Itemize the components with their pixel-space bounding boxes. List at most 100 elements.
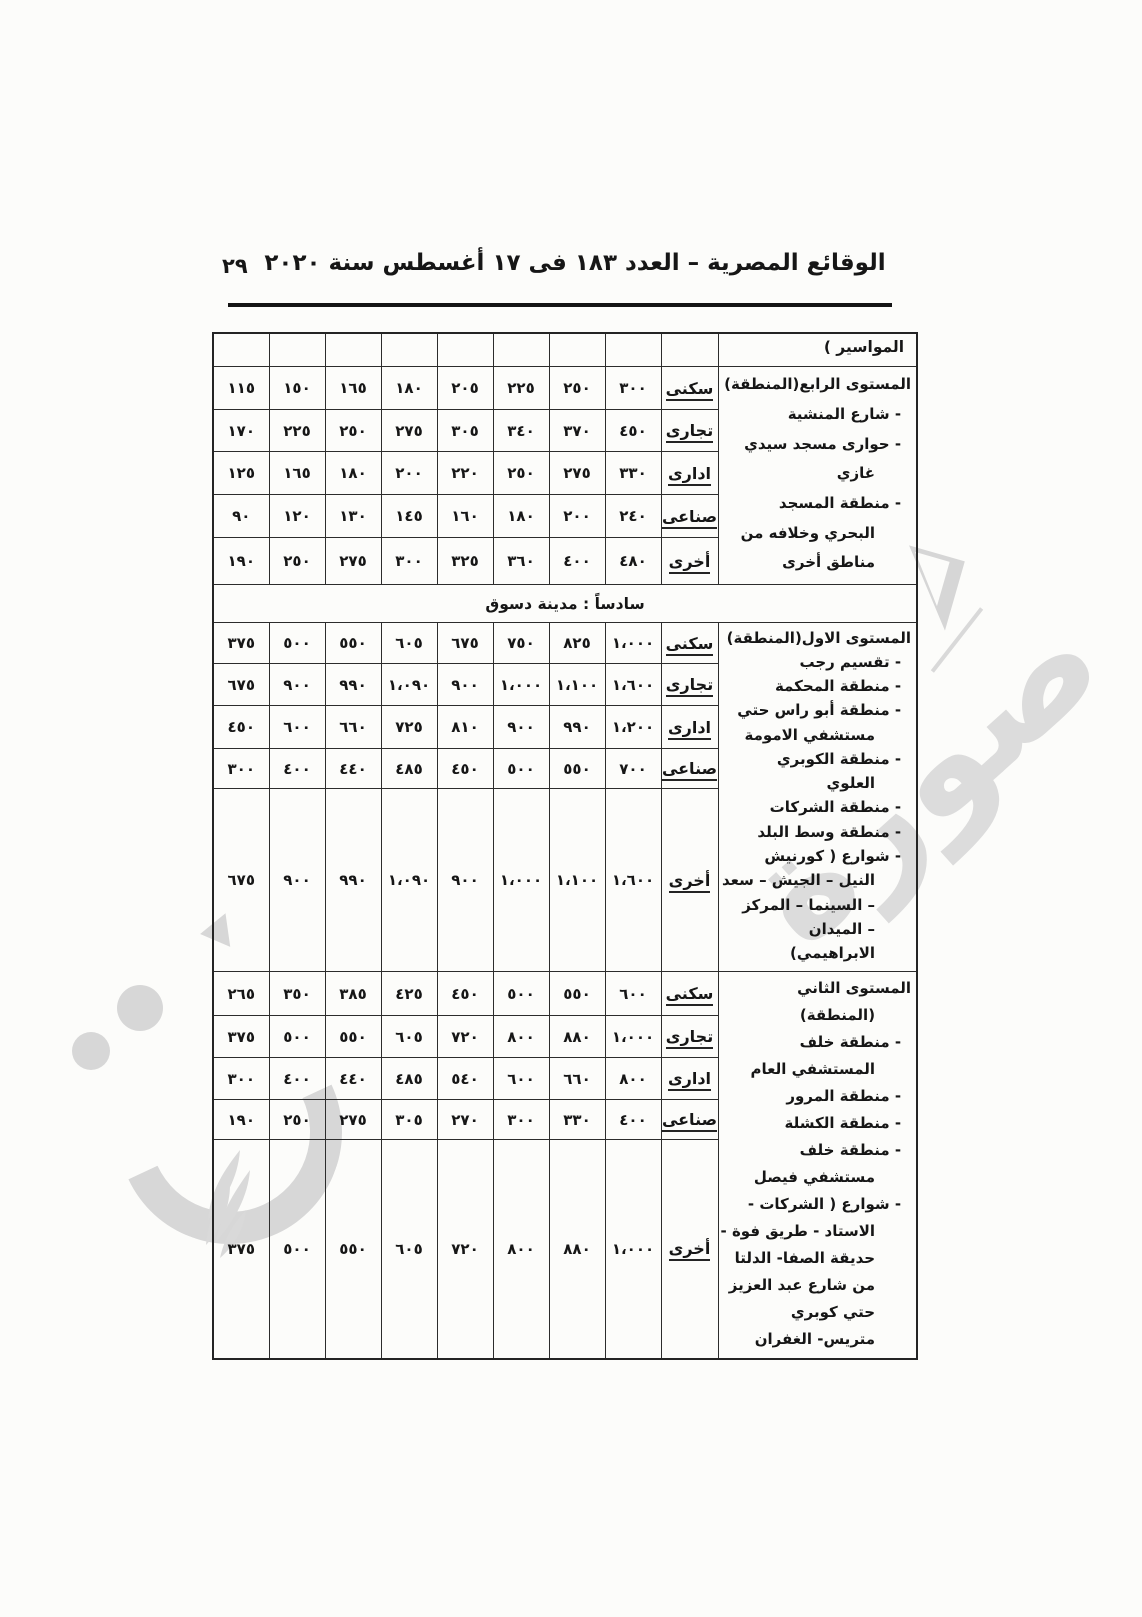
value-cell (380, 332, 438, 367)
category-label: صناعى (661, 1110, 718, 1132)
value-cell: ١،٦٠٠ (604, 663, 662, 706)
value-cell: ١٩٠ (212, 1099, 270, 1140)
area-line: مستشفي الامومة (744, 725, 876, 744)
value-cell: ٢٥٠ (268, 1099, 326, 1140)
value-cell: ١١٥ (212, 366, 270, 410)
value-cell: ١،٠٠٠ (604, 1139, 662, 1359)
area-line: حتي كوبري (790, 1302, 876, 1321)
category-label: صناعى (661, 759, 718, 781)
area-line: من شارع عبد العزيز (728, 1275, 876, 1294)
value-cell: ٧٠٠ (604, 748, 662, 789)
value-cell: ١،٠٠٠ (492, 788, 550, 972)
value-cell: ٩٩٠ (324, 663, 382, 706)
table-row: صناعى ٢٤٠ ٢٠٠ ١٨٠ ١٦٠ ١٤٥ ١٣٠ ١٢٠ ٩٠ (212, 494, 917, 538)
category-cell: صناعى (660, 1099, 719, 1140)
value-cell: ٤٨٥ (380, 1057, 438, 1100)
value-cell: ٦٧٥ (212, 788, 270, 972)
table-row: أخرى ٤٨٠ ٤٠٠ ٣٦٠ ٣٢٥ ٣٠٠ ٢٧٥ ٢٥٠ ١٩٠ (212, 537, 917, 585)
value-cell: ٥٠٠ (492, 748, 550, 789)
carryover-cell: المواسير ) (717, 332, 918, 367)
value-cell: ٥٥٠ (324, 1015, 382, 1058)
value-cell (604, 332, 662, 367)
value-cell: ٤٥٠ (436, 748, 494, 789)
value-cell (324, 332, 382, 367)
value-cell: ١،٠٩٠ (380, 663, 438, 706)
watermark-dot-icon (117, 985, 163, 1031)
category-cell: ادارى (660, 451, 719, 495)
value-cell: ١٧٠ (212, 409, 270, 452)
category-label: سكنى (665, 984, 714, 1006)
value-cell: ٦٦٠ (324, 705, 382, 749)
area-lines: المستوى الثاني (المنطقة) - منطقة خلف الم… (721, 975, 912, 1353)
value-cell: ٣٠٠ (492, 1099, 550, 1140)
value-cell: ٩٩٠ (548, 705, 606, 749)
area-line: - منطقة أبو راس حتي (737, 701, 902, 720)
value-cell: ١٦٥ (324, 366, 382, 410)
area-line: – السينما – المركز (742, 895, 876, 914)
value-cell: ٨٢٥ (548, 622, 606, 664)
category-cell: تجارى (660, 409, 719, 452)
value-cell: ٦٧٥ (212, 663, 270, 706)
value-cell: ٣٥٠ (268, 971, 326, 1016)
value-cell: ١٦٥ (268, 451, 326, 495)
category-label: أخرى (668, 1239, 711, 1262)
area-line: - شوارع ( كورنيش (764, 847, 902, 866)
value-cell (268, 332, 326, 367)
area-line: غازي (836, 464, 876, 483)
value-cell: ٣٠٠ (212, 1057, 270, 1100)
table-row: ادارى ٨٠٠ ٦٦٠ ٦٠٠ ٥٤٠ ٤٨٥ ٤٤٠ ٤٠٠ ٣٠٠ (212, 1057, 917, 1100)
area-line: - تقسيم رجب (799, 652, 902, 671)
value-cell: ٢٠٥ (436, 366, 494, 410)
value-cell: ٧٢٥ (380, 705, 438, 749)
value-cell: ٦٠٥ (380, 1139, 438, 1359)
value-cell: ٨٠٠ (604, 1057, 662, 1100)
value-cell: ٥٤٠ (436, 1057, 494, 1100)
value-cell: ٤٠٠ (604, 1099, 662, 1140)
area-line: – الميدان (808, 919, 876, 938)
value-cell: ٦٠٠ (268, 705, 326, 749)
value-cell: ٣٠٥ (436, 409, 494, 452)
category-label: صناعى (661, 506, 718, 529)
value-cell: ١،٦٠٠ (604, 788, 662, 972)
value-cell: ٩٠٠ (436, 663, 494, 706)
value-cell: ٢٢٥ (268, 409, 326, 452)
value-cell: ٣٦٠ (492, 537, 550, 585)
area-line: البحري وخلافه من (740, 523, 876, 542)
value-cell: ١،١٠٠ (548, 788, 606, 972)
value-cell: ١،٠٩٠ (380, 788, 438, 972)
value-cell: ٢٠٠ (548, 494, 606, 538)
value-cell: ٣٧٥ (212, 1015, 270, 1058)
table-row: المستوى الثاني (المنطقة) - منطقة خلف الم… (212, 971, 918, 1359)
category-label: تجارى (665, 1027, 714, 1049)
category-label: ادارى (667, 1069, 712, 1091)
table-row: المواسير ) (212, 332, 918, 367)
value-cell: ١٢٥ (212, 451, 270, 495)
value-cell: ٤٥٠ (212, 705, 270, 749)
category-cell: صناعى (660, 494, 719, 538)
area-line: - حوارى مسجد سيدي (744, 434, 902, 453)
area-line: - منطقة الكشلة (784, 1113, 902, 1132)
area-cell: المستوى الاول(المنطقة) - تقسيم رجب - منط… (717, 622, 918, 972)
value-cell: ١٢٠ (268, 494, 326, 538)
table-row: المستوى الاول(المنطقة) - تقسيم رجب - منط… (212, 622, 918, 972)
category-label: أخرى (668, 870, 711, 893)
area-line: متريس- الغفران (754, 1329, 876, 1348)
value-cell: ٢٦٥ (212, 971, 270, 1016)
area-line: - شارع المنشية (787, 404, 902, 423)
value-cell: ٣٤٠ (492, 409, 550, 452)
value-cell: ٥٥٠ (548, 748, 606, 789)
value-cell: ٦٧٥ (436, 622, 494, 664)
area-line: - منطقة المسجد (778, 494, 902, 513)
value-cell (436, 332, 494, 367)
area-line: - منطقة المحكمة (774, 677, 902, 696)
area-line: الاستاد - طريق فوة - (720, 1221, 876, 1240)
value-cell: ٢٧٥ (380, 409, 438, 452)
category-cell: ادارى (660, 705, 719, 749)
value-cell (492, 332, 550, 367)
value-cell (212, 332, 270, 367)
value-cell: ٤٠٠ (548, 537, 606, 585)
value-cell: ٢٧٠ (436, 1099, 494, 1140)
value-cell: ٥٠٠ (268, 622, 326, 664)
category-cell: أخرى (660, 537, 719, 585)
value-cell: ٢٧٥ (324, 537, 382, 585)
